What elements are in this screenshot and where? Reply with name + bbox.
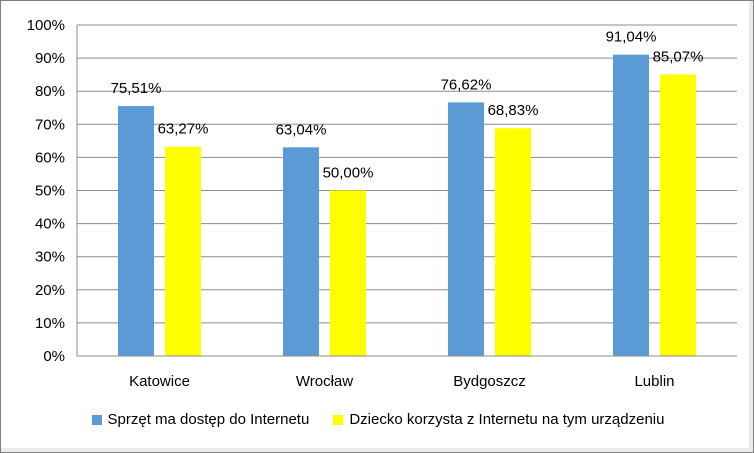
bar	[118, 106, 154, 357]
data-label: 63,04%	[276, 121, 327, 138]
data-label: 75,51%	[111, 80, 162, 97]
bar	[448, 102, 484, 356]
data-label: 85,07%	[653, 48, 704, 65]
y-tick-label: 100%	[27, 17, 65, 34]
x-tick-label: Wrocław	[296, 373, 353, 390]
x-tick-label: Katowice	[129, 373, 190, 390]
data-label: 91,04%	[606, 29, 657, 46]
y-tick-label: 10%	[35, 315, 65, 332]
bar	[613, 54, 649, 357]
y-tick-label: 70%	[35, 116, 65, 133]
y-tick-label: 80%	[35, 83, 65, 100]
y-tick-label: 30%	[35, 249, 65, 266]
x-tick-label: Lublin	[634, 373, 674, 390]
bar	[495, 128, 531, 356]
y-tick-label: 50%	[35, 183, 65, 200]
y-tick-label: 20%	[35, 282, 65, 299]
x-tick-label: Bydgoszcz	[453, 373, 526, 390]
data-label: 63,27%	[158, 121, 209, 138]
y-tick-label: 40%	[35, 216, 65, 233]
legend-swatch-series-1	[91, 414, 102, 425]
data-label: 68,83%	[488, 102, 539, 119]
data-label: 76,62%	[441, 76, 492, 93]
y-tick-label: 60%	[35, 149, 65, 166]
bar	[283, 147, 319, 356]
legend-entry-series-2: Dziecko korzysta z Internetu na tym urzą…	[333, 411, 664, 428]
legend-label-series-2: Dziecko korzysta z Internetu na tym urzą…	[349, 411, 665, 428]
bar-chart: 0% 10% 20% 30% 40% 50% 60% 70% 80% 90% 100% 75,51% 6…	[27, 17, 737, 390]
data-label: 50,00%	[323, 165, 374, 182]
legend: Sprzęt ma dostęp do Internetu Dziecko ko…	[1, 411, 754, 428]
bar	[165, 146, 201, 356]
bar	[660, 74, 696, 356]
legend-label-series-1: Sprzęt ma dostęp do Internetu	[107, 411, 310, 428]
legend-swatch-series-2	[333, 414, 344, 425]
y-tick-label: 0%	[43, 348, 65, 365]
bar	[330, 190, 366, 356]
legend-entry-series-1: Sprzęt ma dostęp do Internetu	[91, 411, 310, 428]
y-tick-label: 90%	[35, 50, 65, 67]
